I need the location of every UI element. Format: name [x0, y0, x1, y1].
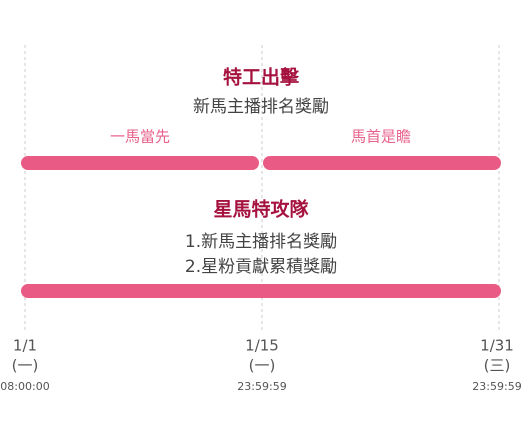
event-title: 特工出擊	[223, 66, 300, 89]
time-label: 23:59:59	[472, 380, 521, 393]
event-title: 星馬特攻隊	[213, 198, 309, 221]
weekday-label: (一)	[12, 357, 39, 375]
weekday-label: (三)	[484, 357, 511, 375]
event-line: 新馬主播排名獎勵	[193, 97, 329, 117]
date-label: 1/31	[480, 337, 514, 355]
weekday-label: (一)	[249, 357, 276, 375]
event-line: 1.新馬主播排名獎勵	[185, 232, 337, 252]
phase-bar	[21, 156, 259, 170]
time-label: 23:59:59	[237, 380, 286, 393]
phase-label: 馬首是瞻	[351, 128, 411, 146]
event-bar	[21, 284, 501, 298]
phase-label: 一馬當先	[110, 128, 170, 146]
event-line: 2.星粉貢獻累積獎勵	[185, 257, 337, 277]
phase-bar	[263, 156, 501, 170]
date-label: 1/1	[13, 337, 37, 355]
time-label: 08:00:00	[0, 380, 49, 393]
date-label: 1/15	[245, 337, 279, 355]
